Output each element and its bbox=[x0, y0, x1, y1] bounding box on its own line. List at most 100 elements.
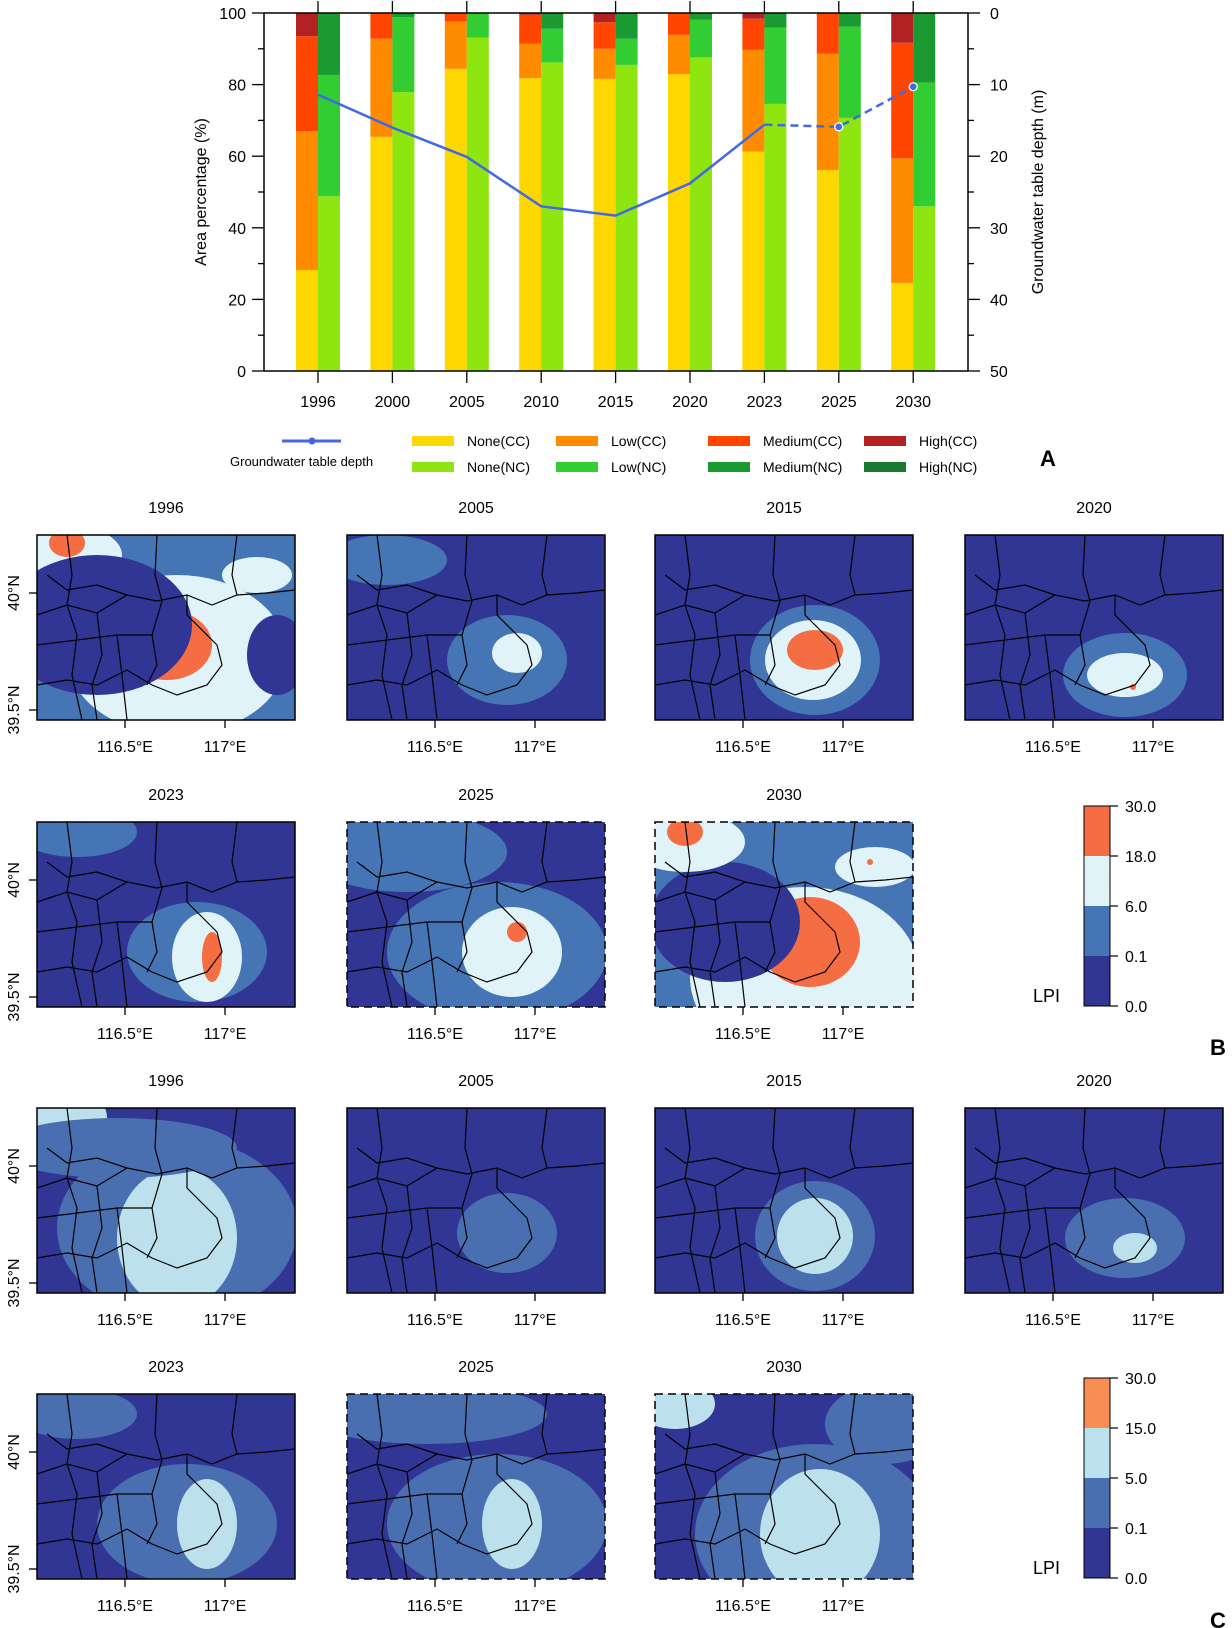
admin-boundary bbox=[37, 1493, 152, 1505]
lon-tick-label: 117°E bbox=[822, 1312, 865, 1329]
bar-medium-cc-1996 bbox=[296, 36, 318, 132]
x-tick-label: 2015 bbox=[598, 394, 634, 411]
admin-boundary bbox=[401, 1471, 413, 1579]
admin-boundary bbox=[655, 921, 770, 933]
map-title: 2023 bbox=[148, 1359, 184, 1376]
y2-tick-label: 30 bbox=[990, 221, 1008, 238]
map-panel-b-2015: 2015 116.5°E 117°E bbox=[654, 500, 914, 756]
admin-boundary bbox=[456, 1394, 473, 1545]
legend-swatch-nonenc bbox=[412, 462, 454, 472]
map-title: 2020 bbox=[1076, 500, 1112, 517]
colorbar-tick-label: 0.1 bbox=[1125, 1521, 1147, 1538]
legend-label: Medium(CC) bbox=[763, 433, 842, 449]
admin-boundary bbox=[347, 876, 605, 903]
bar-medium-cc-2020 bbox=[668, 13, 690, 35]
admin-boundary bbox=[684, 535, 701, 720]
legend-line-marker bbox=[308, 437, 316, 445]
admin-boundary bbox=[146, 822, 163, 973]
panel-b-maps: 1996 116.5°E 117°E 40°N 39.5°N 2005 116.5°E 117… bbox=[6, 500, 1224, 1043]
map-title: 2005 bbox=[458, 500, 494, 517]
map-panel-c-2025: 2025 116.5°E 117°E bbox=[346, 1359, 606, 1615]
admin-boundary bbox=[541, 822, 548, 883]
admin-boundary bbox=[401, 1185, 413, 1293]
admin-boundary bbox=[734, 921, 746, 1007]
map-panel-b-2005: 2005 116.5°E 117°E bbox=[346, 500, 606, 756]
admin-boundary bbox=[709, 612, 721, 720]
groundwater-point-2030 bbox=[908, 82, 918, 92]
admin-boundary bbox=[684, 822, 701, 1007]
admin-boundary bbox=[37, 921, 152, 933]
admin-boundary bbox=[347, 1162, 605, 1189]
x-tick-label: 1996 bbox=[300, 394, 336, 411]
colorbar-tick-label: 30.0 bbox=[1125, 1371, 1156, 1388]
y-tick-label: 20 bbox=[228, 292, 246, 309]
colorbar-segment bbox=[1084, 1528, 1110, 1578]
admin-boundary bbox=[91, 899, 103, 1007]
bar-low-cc-2023 bbox=[742, 49, 765, 152]
lon-tick-label: 116.5°E bbox=[97, 1026, 153, 1043]
map-frame bbox=[36, 1107, 296, 1294]
bar-none-nc-2020 bbox=[690, 57, 712, 371]
lon-tick-label: 116.5°E bbox=[407, 1598, 463, 1615]
panel-c-maps: 1996 116.5°E 117°E 40°N 39.5°N 2005 116.5°E 117… bbox=[6, 1073, 1224, 1615]
admin-boundary bbox=[347, 589, 605, 616]
admin-boundary bbox=[347, 1448, 605, 1475]
bar-low-nc-2020 bbox=[690, 19, 712, 58]
lon-tick-label: 116.5°E bbox=[1025, 1312, 1081, 1329]
admin-boundary bbox=[426, 634, 438, 720]
legend-label: Low(NC) bbox=[611, 459, 666, 475]
map-panel-c-2015: 2015 116.5°E 117°E bbox=[654, 1073, 914, 1329]
bar-medium-nc-2025 bbox=[838, 13, 861, 27]
lon-tick-label: 117°E bbox=[204, 1598, 247, 1615]
admin-boundary bbox=[231, 1108, 238, 1169]
map-contours bbox=[655, 1108, 913, 1293]
legend-label: None(NC) bbox=[467, 459, 530, 475]
bar-low-nc-2025 bbox=[838, 26, 861, 118]
bar-none-cc-2020 bbox=[668, 74, 690, 371]
map-panel-b-2020: 2020 116.5°E 117°E bbox=[964, 500, 1224, 756]
admin-boundary bbox=[146, 1394, 163, 1545]
map-frame bbox=[346, 534, 606, 721]
admin-boundary bbox=[849, 1394, 856, 1455]
bar-high-cc-2023 bbox=[742, 13, 765, 19]
map-title: 1996 bbox=[148, 500, 184, 517]
lon-tick-label: 116.5°E bbox=[97, 1312, 153, 1329]
lat-tick-label: 40°N bbox=[6, 1148, 23, 1184]
admin-boundary bbox=[376, 1394, 393, 1579]
x-tick-label: 2030 bbox=[895, 394, 931, 411]
admin-boundary bbox=[91, 1185, 103, 1293]
admin-boundary bbox=[231, 822, 238, 883]
admin-boundary bbox=[684, 1394, 701, 1579]
x-tick-label: 2020 bbox=[672, 394, 708, 411]
admin-boundary bbox=[46, 574, 128, 596]
map-title: 2030 bbox=[766, 787, 802, 804]
lon-tick-label: 116.5°E bbox=[407, 1312, 463, 1329]
panel-label-a: A bbox=[1040, 446, 1056, 471]
contour-region bbox=[37, 822, 137, 857]
admin-boundary bbox=[116, 921, 128, 1007]
contour-region bbox=[835, 847, 913, 887]
bar-none-nc-2000 bbox=[392, 92, 415, 372]
bar-medium-nc-2023 bbox=[764, 13, 787, 28]
lon-tick-label: 117°E bbox=[204, 739, 247, 756]
colorbar-segment bbox=[1084, 1428, 1110, 1478]
admin-boundary bbox=[764, 822, 781, 973]
admin-boundary bbox=[655, 1162, 913, 1189]
admin-boundary bbox=[974, 1147, 1056, 1169]
contour-region bbox=[37, 1394, 137, 1439]
map-frame bbox=[964, 1107, 1224, 1294]
legend-swatch-highnc bbox=[864, 462, 906, 472]
admin-boundary bbox=[116, 634, 128, 720]
contour-region bbox=[777, 1198, 853, 1274]
colorbar-tick-label: 18.0 bbox=[1125, 849, 1156, 866]
lon-tick-label: 117°E bbox=[822, 1026, 865, 1043]
admin-boundary bbox=[1019, 1185, 1031, 1293]
colorbar-segment bbox=[1084, 806, 1110, 856]
contour-region bbox=[655, 1394, 715, 1429]
admin-boundary bbox=[655, 589, 913, 616]
map-panel-b-2025: 2025 116.5°E 117°E bbox=[346, 787, 606, 1043]
legend-label: High(NC) bbox=[919, 459, 977, 475]
y-axis-label: Area percentage (%) bbox=[193, 118, 210, 266]
contour-region bbox=[177, 1479, 237, 1569]
